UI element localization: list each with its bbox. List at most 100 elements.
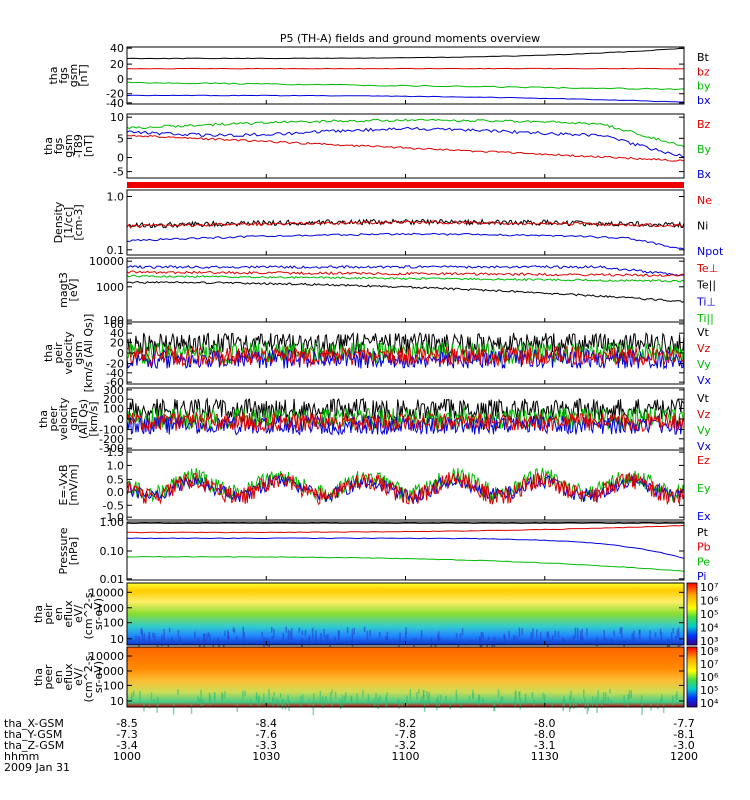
- spectrogram-streak: [570, 698, 572, 709]
- legend-entry: bz: [697, 65, 710, 78]
- y-axis-label: peer: [42, 664, 55, 690]
- y-axis-label: tha: [42, 137, 55, 155]
- spectrogram-streak: [334, 691, 337, 699]
- spectrogram-streak: [284, 701, 287, 710]
- y-tick-label: 10: [110, 695, 124, 708]
- y-axis-label: eV/: [72, 605, 85, 623]
- spectrogram-streak: [148, 632, 151, 644]
- series-pe: [126, 555, 685, 572]
- spectrogram-streak: [161, 635, 163, 647]
- spectrogram-streak: [547, 631, 550, 641]
- y-axis-label: [nPa]: [67, 537, 80, 565]
- spectrogram-streak: [519, 698, 521, 710]
- spectrogram-streak: [363, 626, 366, 632]
- spectrogram-streak: [153, 699, 155, 705]
- y-tick-label: 1.00: [100, 516, 125, 529]
- y-tick-label: 10000: [89, 650, 124, 663]
- spectrogram-streak: [595, 697, 597, 702]
- spectrogram-streak: [322, 696, 324, 709]
- y-axis-label: peir: [42, 603, 55, 625]
- series-vz: [126, 345, 685, 368]
- spectrogram-streak: [221, 692, 223, 702]
- spectrogram-streak: [397, 698, 399, 704]
- spectrogram-streak: [581, 628, 583, 640]
- y-tick-label: 0: [117, 347, 124, 360]
- spectrogram-streak: [291, 628, 293, 640]
- panel-flag: [127, 182, 684, 188]
- y-tick-label: 1000: [96, 281, 124, 294]
- spectrogram-streak: [200, 689, 202, 695]
- legend-entry: Vy: [697, 358, 711, 371]
- colorbar-label: 10⁵: [700, 608, 718, 621]
- colorbar-label: 10⁸: [700, 645, 719, 658]
- x-tick-label: -8.4: [256, 717, 277, 730]
- y-tick-label: 20: [110, 336, 124, 349]
- y-axis-label: fgs: [57, 67, 70, 84]
- y-axis-label: [km/s (All Qs)]: [82, 314, 95, 393]
- spectrogram-streak: [542, 692, 544, 700]
- y-tick-label: 0: [117, 73, 124, 86]
- y-tick-label: 100: [103, 314, 124, 327]
- spectrogram-streak: [367, 694, 370, 704]
- y-axis-label: eflux: [62, 600, 75, 628]
- legend-entry: Ne: [697, 194, 712, 207]
- spectrogram-streak: [530, 631, 532, 640]
- y-tick-label: 10000: [89, 586, 124, 599]
- spectrogram-streak: [437, 695, 439, 702]
- x-tick-label: -8.0: [534, 717, 555, 730]
- y-axis-label: sr-eV): [92, 598, 105, 630]
- spectrogram-streak: [481, 640, 483, 651]
- spectrogram-streak: [639, 630, 641, 640]
- colorbar-label: 10⁴: [700, 622, 719, 635]
- legend-entry: Vz: [697, 342, 711, 355]
- spectrogram-streak: [227, 634, 229, 645]
- y-tick-label: 40: [110, 42, 124, 55]
- spectrogram-streak: [405, 632, 407, 640]
- spectrogram-streak: [478, 694, 480, 706]
- spectrogram-streak: [633, 630, 635, 641]
- x-axis-row-label: tha_Z-GSM: [4, 739, 64, 752]
- spectrogram-streak: [171, 637, 173, 646]
- spectrogram-streak: [243, 631, 245, 642]
- series-tiperp: [126, 265, 685, 277]
- x-axis-row-label: tha_Y-GSM: [4, 728, 62, 741]
- spectrogram-streak: [430, 637, 433, 649]
- spectrogram-streak: [649, 630, 651, 642]
- y-tick-label: -40: [106, 367, 124, 380]
- y-tick-label: -300: [99, 442, 124, 455]
- spectrogram-streak: [406, 695, 408, 706]
- spectrogram-streak: [533, 699, 535, 707]
- series-pi: [126, 537, 685, 559]
- colorbar-label: 10⁶: [700, 595, 719, 608]
- spectrogram-streak: [200, 702, 202, 708]
- figure-title: P5 (TH-A) fields and ground moments over…: [280, 32, 540, 45]
- spectrogram-streak: [656, 703, 659, 710]
- spectrogram-streak: [168, 627, 171, 633]
- spectrogram-streak: [272, 697, 274, 702]
- spectrogram-streak: [416, 692, 418, 701]
- spectrogram-streak: [660, 698, 662, 704]
- spectrogram-streak: [676, 691, 678, 701]
- spectrogram-streak: [491, 640, 493, 653]
- spectrogram-streak: [213, 692, 216, 699]
- legend-entry: Vt: [697, 326, 710, 339]
- x-tick-label: -3.0: [673, 739, 694, 752]
- spectrogram-streak: [455, 690, 458, 697]
- spectrogram-streak: [272, 696, 274, 708]
- spectrogram-streak: [236, 636, 238, 645]
- y-tick-label: 0: [117, 413, 124, 426]
- spectrogram-streak: [172, 703, 175, 715]
- spectrogram-streak: [497, 689, 500, 698]
- spectrogram-streak: [504, 635, 506, 644]
- legend-entry: Bx: [697, 168, 712, 181]
- spectrogram-streak: [557, 631, 560, 638]
- legend-entry: Ey: [697, 482, 711, 495]
- spectrogram-streak: [426, 691, 428, 697]
- spectrogram-streak: [199, 698, 201, 703]
- y-axis-label: fgs: [52, 137, 65, 154]
- y-axis-label: [mV/m]: [67, 464, 80, 505]
- y-axis-label: magt3: [57, 272, 70, 308]
- spectrogram-streak: [659, 628, 662, 635]
